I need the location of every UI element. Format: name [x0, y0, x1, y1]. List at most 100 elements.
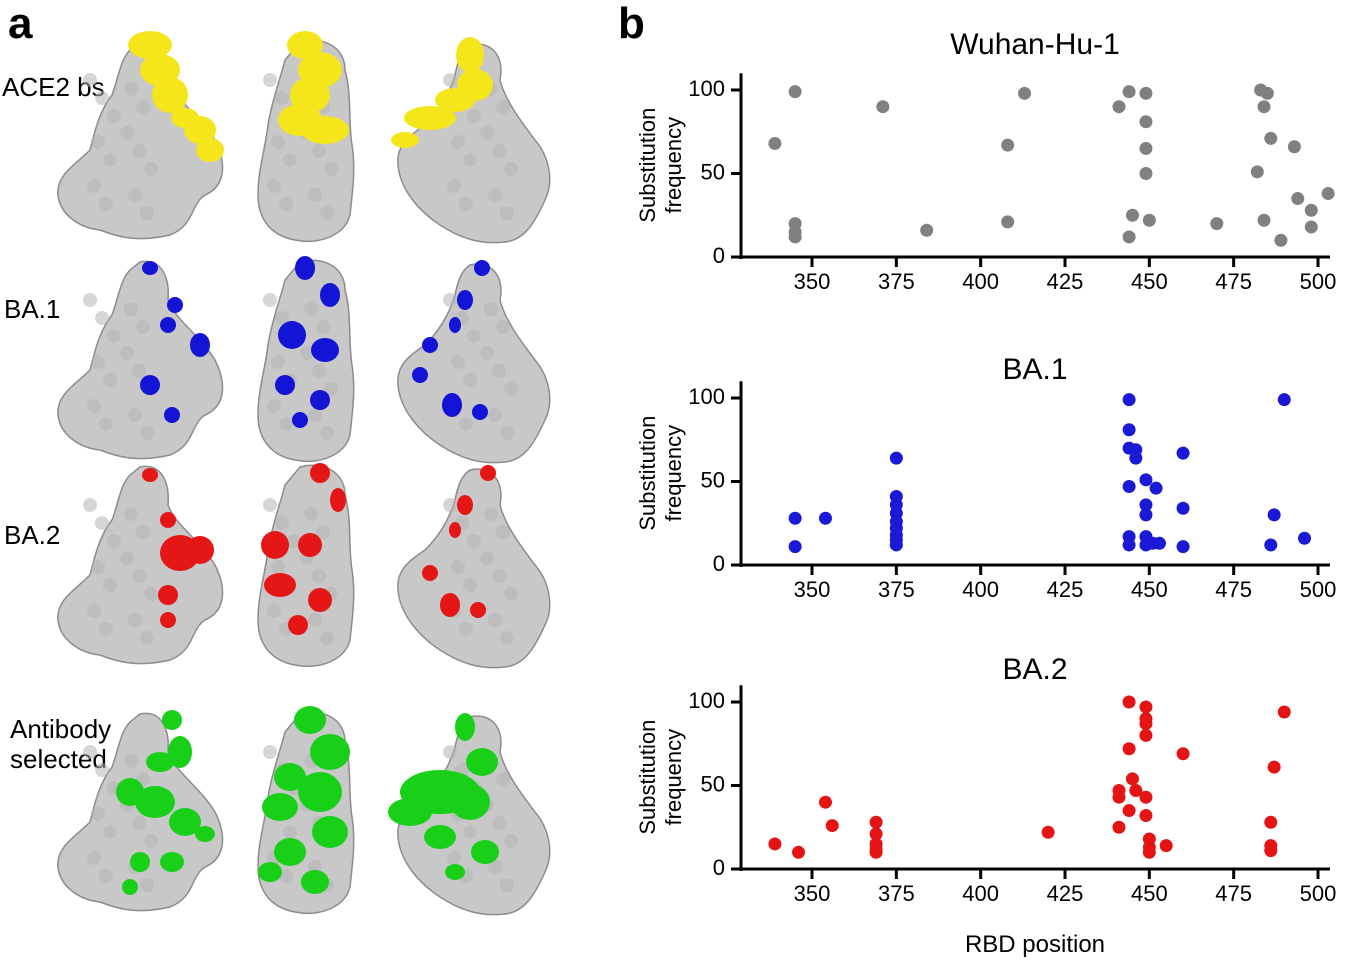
surface-texture [316, 320, 330, 334]
surface-texture [459, 622, 473, 636]
highlight-patch [142, 468, 158, 482]
surface-texture [492, 364, 506, 378]
surface-texture [91, 560, 105, 574]
surface-texture [283, 825, 297, 839]
surface-texture [504, 382, 518, 396]
data-point [1142, 845, 1156, 859]
data-point [1321, 187, 1335, 201]
surface-texture [488, 860, 502, 874]
data-point [1139, 86, 1153, 100]
rbd-surface-view-3 [397, 465, 551, 669]
x-tick-label: 425 [1047, 577, 1084, 602]
x-tick-label: 425 [1047, 881, 1084, 906]
rbd-surface-view-1 [57, 31, 224, 240]
data-point [1176, 501, 1190, 515]
x-axis-label: RBD position [965, 931, 1105, 958]
surface-texture [484, 507, 498, 521]
surface-texture [124, 302, 138, 316]
highlight-patch [168, 736, 192, 768]
surface-texture [107, 534, 121, 548]
x-tick-label: 425 [1047, 269, 1084, 294]
data-point [1122, 695, 1136, 709]
highlight-patch [424, 825, 456, 849]
surface-texture [132, 816, 146, 830]
highlight-patch [391, 132, 419, 148]
surface-texture [144, 162, 158, 176]
highlight-patch [160, 852, 184, 872]
data-point [1159, 839, 1173, 853]
data-point [1142, 213, 1156, 227]
highlight-patch [466, 748, 498, 776]
rbd-surface-view-2 [257, 256, 355, 462]
surface-texture [488, 613, 502, 627]
x-tick-label: 500 [1300, 881, 1337, 906]
data-point [1139, 498, 1153, 512]
x-tick-label: 400 [962, 881, 999, 906]
surface-texture [451, 355, 465, 369]
rbd-surface-view-2 [257, 31, 355, 242]
surface-texture [263, 745, 277, 759]
highlight-patch [262, 793, 298, 821]
surface-texture [91, 807, 105, 821]
surface-texture [496, 772, 510, 786]
data-point [1122, 230, 1136, 244]
surface-texture [271, 135, 285, 149]
surface-texture [103, 373, 117, 387]
highlight-patch [167, 297, 183, 313]
surface-texture [320, 426, 334, 440]
surface-texture [140, 426, 154, 440]
data-point [1260, 86, 1274, 100]
surface-texture [324, 382, 338, 396]
surface-texture [304, 302, 318, 316]
surface-texture [500, 631, 514, 645]
data-point [1139, 141, 1153, 155]
highlight-patch [456, 37, 484, 73]
data-point [1139, 717, 1153, 731]
data-point [768, 837, 782, 851]
surface-texture [275, 91, 289, 105]
data-point [818, 795, 832, 809]
surface-texture [124, 507, 138, 521]
data-point [1122, 423, 1136, 437]
chart-1: BA.1 0 50 100 350 375 400 425 450 475 500 Substitut… [635, 353, 1336, 602]
surface-texture [320, 206, 334, 220]
x-tick-label: 400 [962, 269, 999, 294]
data-point [889, 451, 903, 465]
surface-texture [83, 498, 97, 512]
surface-texture [463, 825, 477, 839]
surface-texture [103, 153, 117, 167]
y-tick-label: 100 [688, 384, 725, 409]
surface-texture [136, 525, 150, 539]
data-point [1122, 480, 1136, 494]
y-tick-label: 0 [713, 243, 725, 268]
surface-texture [443, 745, 457, 759]
surface-texture [107, 329, 121, 343]
surface-texture [279, 197, 293, 211]
x-tick-label: 350 [794, 881, 831, 906]
highlight-patch [449, 317, 461, 333]
highlight-patch [445, 864, 465, 880]
x-tick-label: 475 [1215, 881, 1252, 906]
highlight-patch [422, 337, 438, 353]
surface-texture [103, 825, 117, 839]
rbd-surface-view-2 [257, 706, 355, 914]
highlight-patch [164, 407, 180, 423]
structure-row-1 [57, 256, 551, 464]
surface-texture [91, 355, 105, 369]
surface-texture [496, 525, 510, 539]
rbd-surface [257, 259, 355, 462]
chart-2: BA.2 0 50 100 350 375 400 425 450 475 500 Substitut… [635, 653, 1336, 958]
surface-texture [267, 399, 281, 413]
data-point [818, 511, 832, 525]
data-point [1139, 115, 1153, 129]
data-point [1001, 138, 1015, 152]
chart-title: BA.2 [1002, 653, 1067, 686]
highlight-patch [301, 116, 349, 144]
highlight-patch [135, 786, 175, 818]
rbd-surface-view-1 [57, 465, 224, 665]
highlight-patch [455, 713, 475, 741]
y-tick-label: 50 [701, 467, 725, 492]
data-point [1139, 473, 1153, 487]
y-tick-label: 0 [713, 855, 725, 880]
x-tick-label: 500 [1300, 577, 1337, 602]
